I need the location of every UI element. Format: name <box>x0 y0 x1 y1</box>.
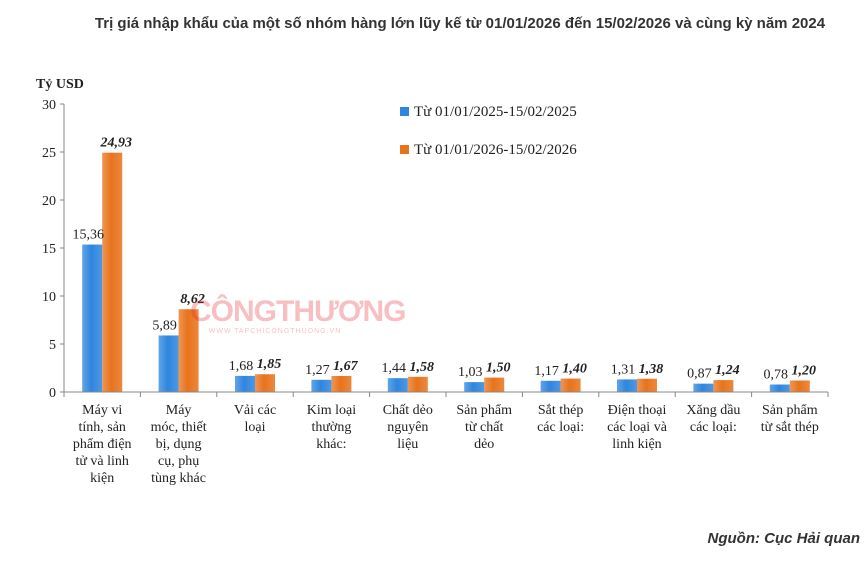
bar-series-1 <box>464 382 485 392</box>
bar-series-2 <box>255 374 275 392</box>
bars <box>82 152 810 392</box>
data-label-series-1: 0,78 <box>764 368 789 383</box>
bar-series-2 <box>637 378 657 392</box>
x-tick-label: Vải các loại <box>234 403 276 435</box>
data-label-series-2: 1,20 <box>792 363 817 378</box>
data-label-series-2: 1,40 <box>562 362 587 377</box>
bar-series-2 <box>407 376 428 392</box>
bar-series-1 <box>311 379 332 392</box>
data-label-series-2: 1,67 <box>333 359 359 374</box>
y-axis-label: Tỷ USD <box>36 77 84 92</box>
data-label-series-1: 1,03 <box>458 365 483 380</box>
x-tick-label: Sắt thép các loại: <box>537 403 584 435</box>
legend-label-series-1: Từ 01/01/2025-15/02/2025 <box>414 104 577 120</box>
data-label-series-1: 1,44 <box>382 361 407 376</box>
chart-title: Trị giá nhập khẩu của một số nhóm hàng l… <box>94 15 826 32</box>
bar-series-2 <box>331 375 352 392</box>
bar-series-1 <box>617 379 637 392</box>
x-tick-label: Sản phẩm từ chất dẻo <box>456 403 512 452</box>
source-note: Nguồn: Cục Hải quan <box>707 530 861 547</box>
data-label-series-1: 1,27 <box>305 363 330 378</box>
watermark-logo: CÔNGTHƯƠNG WWW.TAPCHICONGTHUONG.VN <box>190 295 406 336</box>
x-tick-label: Chất dẻo nguyên liệu <box>383 403 433 452</box>
bar-series-1 <box>158 335 179 392</box>
y-tick-label: 15 <box>42 242 56 257</box>
data-label-series-2: 8,62 <box>180 292 205 307</box>
x-tick-label: Máy vi tính, sản phẩm điện tử và linh kiện <box>73 403 132 486</box>
data-label-series-1: 1,68 <box>229 359 254 374</box>
bar-series-2 <box>560 378 581 392</box>
y-tick-label: 20 <box>42 194 56 209</box>
bar-series-2 <box>178 309 199 392</box>
legend-swatch-series-1 <box>400 107 409 116</box>
data-label-series-2: 1,85 <box>257 357 282 372</box>
bar-series-1 <box>82 244 103 392</box>
legend: Từ 01/01/2025-15/02/2025 Từ 01/01/2026-15… <box>400 104 577 158</box>
data-label-series-1: 1,31 <box>611 362 636 377</box>
legend-label-series-2: Từ 01/01/2026-15/02/2026 <box>414 142 577 158</box>
x-axis: Máy vi tính, sản phẩm điện tử và linh kiện Má… <box>63 391 829 486</box>
bar-series-2 <box>789 380 810 392</box>
bar-series-2 <box>713 380 734 392</box>
y-tick-label: 30 <box>42 98 56 113</box>
x-tick-label: Máy móc, thiết bị, dụng cụ, phụ tùng khác <box>151 403 207 486</box>
y-tick-label: 0 <box>49 386 56 401</box>
bar-series-1 <box>387 378 408 392</box>
data-label-series-2: 24,93 <box>99 136 132 151</box>
data-label-series-2: 1,50 <box>486 361 511 376</box>
legend-swatch-series-2 <box>400 145 409 154</box>
y-tick-label: 5 <box>49 338 56 353</box>
x-tick-label: Kim loại thường khác: <box>307 403 356 452</box>
y-axis: 0 5 10 15 20 25 30 <box>42 98 65 401</box>
bar-series-1 <box>540 380 561 392</box>
data-label-series-2: 1,58 <box>410 360 435 375</box>
data-label-series-2: 1,38 <box>639 362 664 377</box>
data-label-series-1: 1,17 <box>534 364 559 379</box>
data-label-series-2: 1,24 <box>715 363 740 378</box>
y-tick-label: 10 <box>42 290 56 305</box>
data-label-series-1: 0,87 <box>687 367 712 382</box>
x-tick-label: Xăng dầu các loại: <box>686 403 740 435</box>
data-label-series-1: 15,36 <box>72 228 104 243</box>
data-label-series-1: 5,89 <box>152 318 177 333</box>
bar-series-2 <box>484 377 505 392</box>
bar-series-2 <box>102 152 123 392</box>
bar-series-1 <box>235 375 255 392</box>
bar-series-1 <box>693 383 714 392</box>
x-tick-label: Điện thoại các loại và linh kiện <box>607 403 668 452</box>
bar-series-1 <box>769 384 790 392</box>
x-tick-label: Sản phẩm từ sắt thép <box>761 403 819 435</box>
y-tick-label: 25 <box>42 146 56 161</box>
